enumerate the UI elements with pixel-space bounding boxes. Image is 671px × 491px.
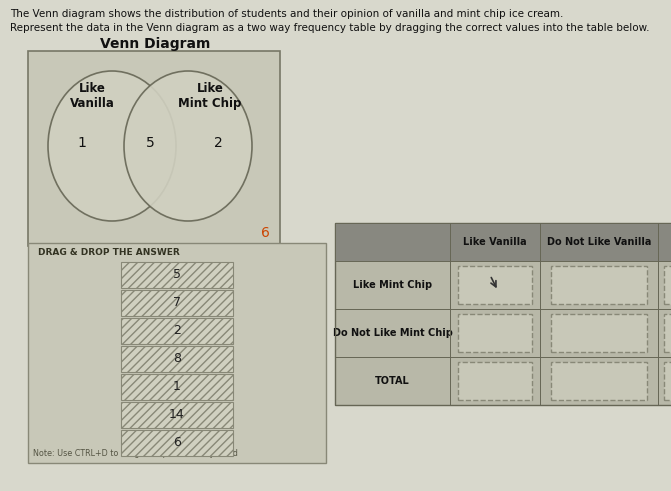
- Text: Do Not Like Mint Chip: Do Not Like Mint Chip: [333, 328, 452, 338]
- FancyBboxPatch shape: [551, 362, 648, 400]
- Text: TOTAL: TOTAL: [375, 376, 410, 386]
- Text: Like Mint Chip: Like Mint Chip: [353, 280, 432, 290]
- FancyBboxPatch shape: [121, 374, 233, 400]
- FancyBboxPatch shape: [664, 314, 671, 352]
- Text: Like
Mint Chip: Like Mint Chip: [178, 82, 242, 110]
- Text: 6: 6: [260, 226, 270, 240]
- FancyBboxPatch shape: [121, 402, 233, 428]
- Text: 2: 2: [213, 136, 222, 150]
- FancyBboxPatch shape: [664, 266, 671, 304]
- FancyBboxPatch shape: [121, 430, 233, 456]
- Text: The Venn diagram shows the distribution of students and their opinion of vanilla: The Venn diagram shows the distribution …: [10, 9, 564, 19]
- Text: Like Vanilla: Like Vanilla: [463, 237, 527, 247]
- Text: 8: 8: [173, 353, 181, 365]
- Ellipse shape: [124, 71, 252, 221]
- Text: 5: 5: [173, 269, 181, 281]
- FancyBboxPatch shape: [121, 318, 233, 344]
- Text: 14: 14: [169, 409, 185, 421]
- Text: Note: Use CTRL+D to drag the option via keyboard: Note: Use CTRL+D to drag the option via …: [33, 449, 238, 458]
- Text: Venn Diagram: Venn Diagram: [100, 37, 210, 51]
- FancyBboxPatch shape: [551, 314, 648, 352]
- Text: 5: 5: [146, 136, 154, 150]
- FancyBboxPatch shape: [458, 266, 532, 304]
- Ellipse shape: [48, 71, 176, 221]
- FancyBboxPatch shape: [121, 290, 233, 316]
- Text: DRAG & DROP THE ANSWER: DRAG & DROP THE ANSWER: [38, 248, 180, 257]
- Bar: [28, 243, 326, 463]
- Text: 2: 2: [173, 325, 181, 337]
- Text: 6: 6: [173, 436, 181, 449]
- FancyBboxPatch shape: [121, 262, 233, 288]
- Text: 1: 1: [173, 381, 181, 393]
- Text: Represent the data in the Venn diagram as a two way frequency table by dragging : Represent the data in the Venn diagram a…: [10, 23, 650, 33]
- Text: Like
Vanilla: Like Vanilla: [70, 82, 115, 110]
- FancyBboxPatch shape: [458, 314, 532, 352]
- Bar: [335, 223, 671, 261]
- FancyBboxPatch shape: [664, 362, 671, 400]
- FancyBboxPatch shape: [458, 362, 532, 400]
- Bar: [28, 51, 280, 246]
- FancyBboxPatch shape: [551, 266, 648, 304]
- Text: 7: 7: [173, 297, 181, 309]
- Text: Do Not Like Vanilla: Do Not Like Vanilla: [547, 237, 651, 247]
- Text: 1: 1: [78, 136, 87, 150]
- Bar: [335, 223, 671, 405]
- FancyBboxPatch shape: [121, 346, 233, 372]
